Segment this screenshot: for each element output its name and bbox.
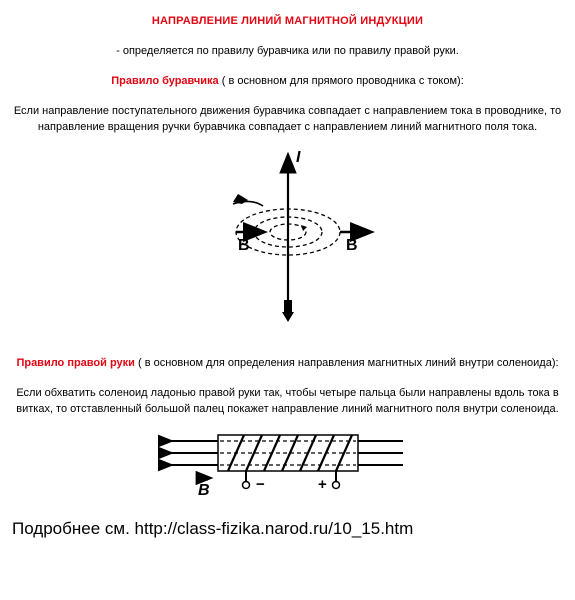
rule2-caption: ( в основном для определения направления… <box>135 357 559 369</box>
label-plus: + <box>318 476 327 493</box>
figure2-solenoid: − + B <box>12 423 563 509</box>
solenoid-diagram-svg: − + B <box>158 423 418 503</box>
rule1-caption: ( в основном для прямого проводника с то… <box>219 75 464 87</box>
rule1-text: Если направление поступательного движени… <box>12 104 563 136</box>
figure1-gimlet: I B B <box>12 142 563 328</box>
rule1-name: Правило буравчика <box>111 75 218 87</box>
label-B-solenoid: B <box>198 482 210 499</box>
page-title: НАПРАВЛЕНИЕ ЛИНИЙ МАГНИТНОЙ ИНДУКЦИИ <box>12 14 563 30</box>
label-minus: − <box>256 476 265 493</box>
label-I: I <box>296 149 301 166</box>
gimlet-diagram-svg: I B B <box>178 142 398 322</box>
reference-text: Подробнее см. http://class-fizika.narod.… <box>12 517 563 542</box>
label-B-left: B <box>238 237 250 254</box>
rule1-heading: Правило буравчика ( в основном для прямо… <box>12 74 563 90</box>
label-B-right: B <box>346 237 358 254</box>
rule2-text: Если обхватить соленоид ладонью правой р… <box>12 386 563 418</box>
intro-text: - определяется по правилу буравчика или … <box>12 44 563 60</box>
rule2-name: Правило правой руки <box>16 357 134 369</box>
rule2-heading: Правило правой руки ( в основном для опр… <box>12 356 563 372</box>
